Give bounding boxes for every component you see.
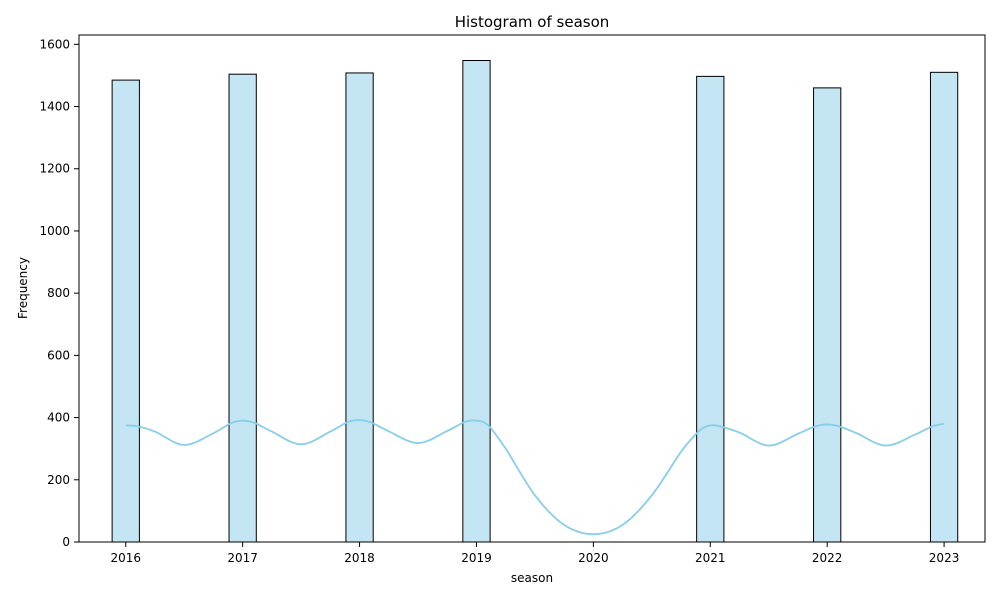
x-tick-label-2023: 2023	[929, 551, 960, 565]
x-tick-label-2020: 2020	[578, 551, 609, 565]
plot-background	[79, 35, 985, 542]
x-tick-label-2022: 2022	[812, 551, 843, 565]
y-tick-label-1600: 1600	[39, 37, 70, 51]
chart-title: Histogram of season	[455, 13, 610, 31]
plot-frame	[78, 34, 986, 543]
x-axis-ticks: 2016 2017 2018 2019 2020 2021 2022 2023	[110, 542, 959, 565]
y-tick-label-0: 0	[62, 535, 70, 549]
x-tick-label-2016: 2016	[110, 551, 141, 565]
histogram-bar-2019	[462, 60, 491, 543]
x-tick-label-2019: 2019	[461, 551, 492, 565]
histogram-bar-2016	[111, 79, 140, 543]
x-tick-label-2017: 2017	[227, 551, 258, 565]
x-tick-label-2021: 2021	[695, 551, 726, 565]
y-tick-label-400: 400	[47, 411, 70, 425]
y-tick-label-1000: 1000	[39, 224, 70, 238]
y-tick-label-1400: 1400	[39, 100, 70, 114]
y-axis-title: Frequency	[16, 257, 30, 319]
y-axis-ticks: 0 200 400 600 800 1000 1200 1400 1600	[39, 37, 79, 549]
y-tick-label-1200: 1200	[39, 162, 70, 176]
histogram-bar-2021	[696, 75, 725, 543]
x-axis-title: season	[511, 571, 553, 585]
histogram-bar-2018	[345, 72, 374, 543]
x-tick-label-2018: 2018	[344, 551, 375, 565]
bars-group	[111, 60, 959, 543]
histogram-bar-2017	[228, 73, 257, 543]
histogram-bar-2023	[929, 71, 959, 543]
y-tick-label-600: 600	[47, 348, 70, 362]
histogram-bar-2022	[813, 87, 842, 543]
y-tick-label-200: 200	[47, 473, 70, 487]
y-tick-label-800: 800	[47, 286, 70, 300]
kde-curve	[125, 419, 945, 536]
